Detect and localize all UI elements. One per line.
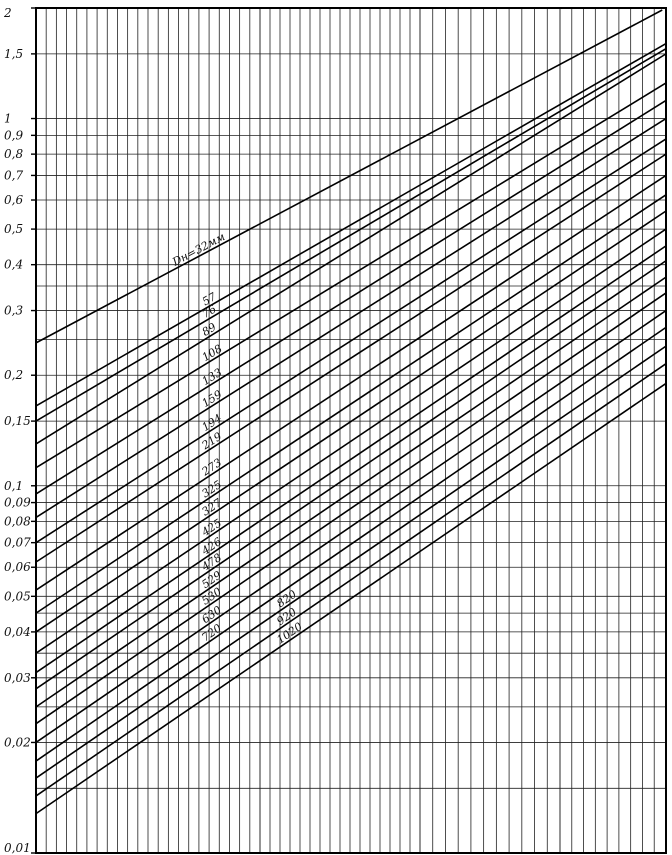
y-tick-label: 0,07 [4,536,31,550]
series-line [35,82,667,469]
grid [35,7,667,854]
series-line [35,210,667,633]
y-tick-label: 0,04 [4,625,31,639]
series-line [35,153,667,563]
series-line [35,382,667,815]
y-tick-label: 1 [4,112,12,126]
y-tick-label: 0,03 [4,671,31,685]
y-tick-label: 0,15 [4,414,31,428]
y-tick-label: 1,5 [4,47,23,61]
series-line [35,326,667,762]
curves [35,9,667,815]
y-tick-label: 0,02 [4,735,31,749]
y-tick-label: 0,06 [4,560,31,574]
series-label: Dн=32мм [169,230,227,269]
y-tick-label: 0,7 [4,168,23,182]
series-line [35,9,663,344]
series-line [35,53,667,445]
series-line [35,276,667,708]
series-line [35,228,667,654]
y-tick-label: 0,8 [4,147,23,161]
y-axis-ticks: 2 1,5 1 0,9 0,8 0,7 0,6 0,5 0,4 0,3 0,2 0,15 0,1 0,09… [3,6,36,855]
y-tick-label: 0,01 [4,841,31,855]
series-label: 57 [200,290,219,308]
series-label: 76 [200,302,219,320]
y-tick-label: 0,4 [4,258,23,272]
y-tick-label: 0,1 [4,479,23,493]
series-line [35,47,667,422]
y-tick-label: 0,6 [4,193,23,207]
y-tick-label: 0,08 [4,514,31,528]
series-line [35,117,667,519]
series-line [35,345,667,779]
series-line [35,42,667,407]
y-tick-label: 0,5 [4,222,23,236]
y-tick-label: 0,09 [4,496,31,510]
series-line [35,363,667,797]
series-line [35,174,667,591]
series-line [35,245,667,674]
y-tick-label: 0,05 [4,589,31,603]
y-tick-label: 0,2 [4,368,23,382]
series-line [35,309,667,744]
plot-frame [35,7,667,854]
series-line [35,292,667,725]
series-line [35,138,667,544]
series-line [35,260,667,690]
y-tick-label: 0,9 [4,128,23,142]
y-tick-label: 2 [3,6,12,20]
series-line [35,194,667,614]
y-tick-label: 0,3 [4,304,23,318]
series-line [35,99,667,495]
series-label: 89 [200,320,219,338]
